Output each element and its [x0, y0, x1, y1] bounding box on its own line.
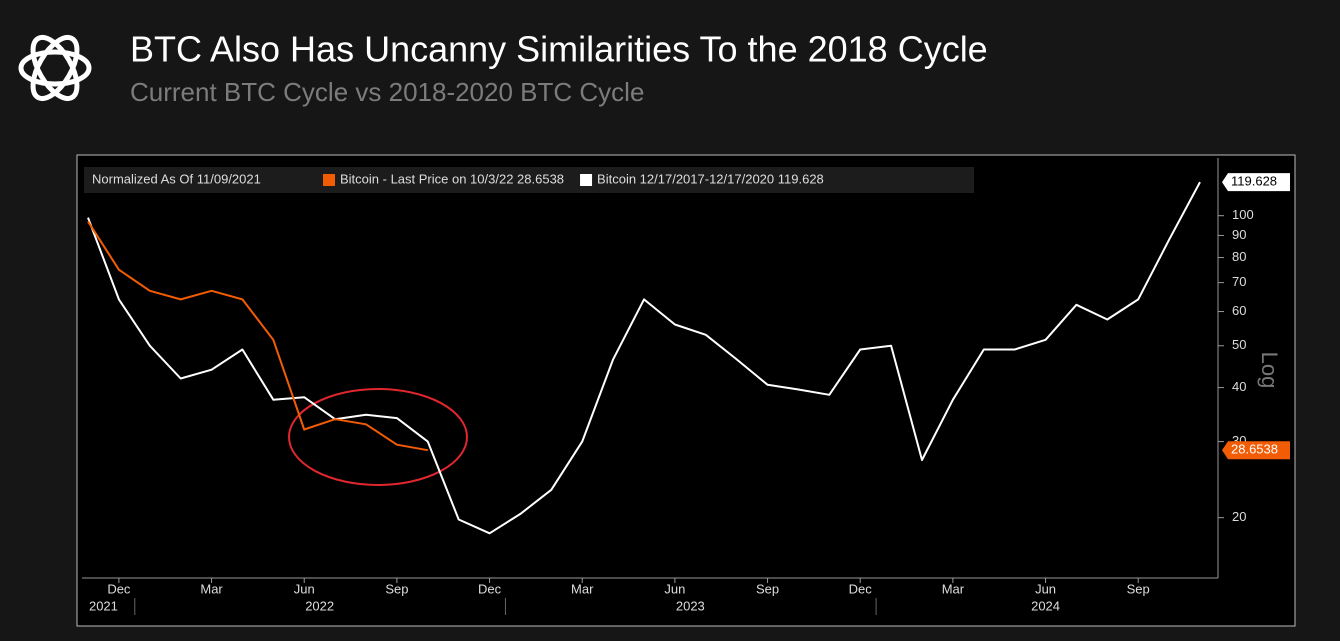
y-tick-label: 50	[1232, 337, 1246, 352]
chart-title: BTC Also Has Uncanny Similarities To the…	[130, 29, 988, 70]
y-tick-label: 80	[1232, 249, 1246, 264]
legend-swatch	[323, 174, 335, 186]
chart-subtitle: Current BTC Cycle vs 2018-2020 BTC Cycle	[130, 77, 644, 107]
value-tag-label: 28.6538	[1231, 442, 1278, 457]
x-tick-label: Dec	[107, 581, 131, 596]
x-tick-label: Dec	[478, 581, 502, 596]
x-tick-label: Jun	[664, 581, 685, 596]
x-tick-label: Sep	[756, 581, 779, 596]
legend-box	[84, 167, 974, 193]
x-tick-label: Jun	[294, 581, 315, 596]
legend-label: Bitcoin - Last Price on 10/3/22 28.6538	[340, 171, 564, 186]
x-tick-label: Sep	[1127, 581, 1150, 596]
y-tick-label: 90	[1232, 227, 1246, 242]
series-line	[87, 220, 428, 452]
value-tag-label: 119.628	[1231, 174, 1277, 189]
value-tag	[1222, 173, 1290, 192]
x-year-label: 2023	[676, 598, 705, 613]
chart-frame	[76, 154, 1296, 627]
y-tick-label: 40	[1232, 379, 1246, 394]
x-tick-label: Sep	[385, 581, 408, 596]
legend-note: Normalized As Of 11/09/2021	[92, 171, 261, 186]
y-tick-label: 20	[1232, 509, 1246, 524]
x-tick-label: Jun	[1035, 581, 1056, 596]
x-year-label: 2022	[305, 598, 334, 613]
legend-label: Bitcoin 12/17/2017-12/17/2020 119.628	[597, 171, 824, 186]
y-tick-label: 70	[1232, 274, 1246, 289]
legend-swatch	[580, 174, 593, 186]
x-tick-label: Dec	[849, 581, 873, 596]
x-tick-label: Mar	[200, 581, 223, 596]
x-tick-label: Mar	[571, 581, 594, 596]
highlight-ellipse	[288, 388, 468, 486]
x-year-label: 2024	[1031, 598, 1060, 613]
value-tag	[1222, 441, 1290, 460]
y-tick-label: 100	[1232, 207, 1254, 222]
x-tick-label: Mar	[942, 581, 965, 596]
y-tick-label: 60	[1232, 303, 1246, 318]
x-year-label: 2021	[89, 598, 118, 613]
y-axis-label: Log	[1257, 352, 1282, 389]
series-line	[87, 181, 1201, 535]
logo	[18, 34, 92, 102]
